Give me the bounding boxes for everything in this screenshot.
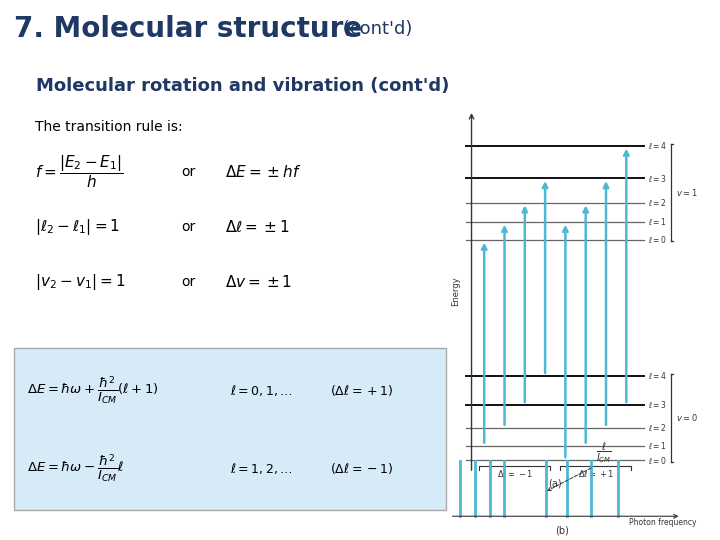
- Text: $\Delta v = \pm 1$: $\Delta v = \pm 1$: [225, 274, 292, 290]
- Text: (a): (a): [549, 478, 562, 488]
- Text: 7. Molecular structure: 7. Molecular structure: [14, 15, 363, 43]
- Text: $\ell = 1,2,\ldots$: $\ell = 1,2,\ldots$: [230, 461, 293, 476]
- Text: or: or: [181, 220, 196, 234]
- Text: $\ell=2$: $\ell=2$: [648, 422, 667, 433]
- Text: Molecular rotation and vibration (cont'd): Molecular rotation and vibration (cont'd…: [36, 77, 449, 96]
- Text: Photon frequency: Photon frequency: [629, 517, 696, 526]
- Text: $(\Delta\ell = -1)$: $(\Delta\ell = -1)$: [330, 461, 393, 476]
- Text: $\ell=0$: $\ell=0$: [648, 455, 667, 465]
- Text: The transition rule is:: The transition rule is:: [35, 120, 182, 134]
- Text: $\Delta E = \hbar\omega - \dfrac{\hbar^2}{I_{CM}}\ell$: $\Delta E = \hbar\omega - \dfrac{\hbar^2…: [27, 453, 125, 484]
- Text: $v=0$: $v=0$: [676, 413, 698, 423]
- Text: $f = \dfrac{|E_2 - E_1|}{h}$: $f = \dfrac{|E_2 - E_1|}{h}$: [35, 153, 123, 190]
- Text: $\Delta\ell=-1$: $\Delta\ell=-1$: [497, 468, 533, 479]
- Text: $\ell = 0,1,\ldots$: $\ell = 0,1,\ldots$: [230, 383, 293, 398]
- FancyBboxPatch shape: [14, 348, 446, 510]
- Text: $\ell=2$: $\ell=2$: [648, 197, 667, 208]
- Text: $\ell=0$: $\ell=0$: [648, 234, 667, 245]
- Text: Energy: Energy: [451, 277, 460, 306]
- Text: (b): (b): [554, 525, 569, 536]
- Text: $\ell=4$: $\ell=4$: [648, 370, 667, 381]
- Text: $\Delta\ell=+1$: $\Delta\ell=+1$: [577, 468, 614, 479]
- Text: $|v_2 - v_1| = 1$: $|v_2 - v_1| = 1$: [35, 272, 125, 292]
- Text: $|\ell_2 - \ell_1| = 1$: $|\ell_2 - \ell_1| = 1$: [35, 217, 120, 237]
- Text: $v=1$: $v=1$: [676, 187, 698, 198]
- Text: $\ell=1$: $\ell=1$: [648, 217, 667, 227]
- Text: $\Delta E = \hbar\omega + \dfrac{\hbar^2}{I_{CM}}(\ell+1)$: $\Delta E = \hbar\omega + \dfrac{\hbar^2…: [27, 375, 159, 406]
- Text: $\ell=1$: $\ell=1$: [648, 440, 667, 451]
- Text: or: or: [181, 165, 196, 179]
- Text: (cont'd): (cont'd): [337, 20, 413, 38]
- Text: $\ell=3$: $\ell=3$: [648, 173, 667, 184]
- Text: $(\Delta\ell = +1)$: $(\Delta\ell = +1)$: [330, 383, 393, 398]
- Text: $\dfrac{\ell}{I_{CM}}$: $\dfrac{\ell}{I_{CM}}$: [596, 440, 612, 465]
- Text: $\Delta E = \pm hf$: $\Delta E = \pm hf$: [225, 164, 301, 179]
- Text: $\Delta\ell = \pm 1$: $\Delta\ell = \pm 1$: [225, 219, 289, 235]
- Text: or: or: [181, 275, 196, 289]
- Text: $\ell=4$: $\ell=4$: [648, 140, 667, 151]
- Text: $\ell=3$: $\ell=3$: [648, 400, 667, 410]
